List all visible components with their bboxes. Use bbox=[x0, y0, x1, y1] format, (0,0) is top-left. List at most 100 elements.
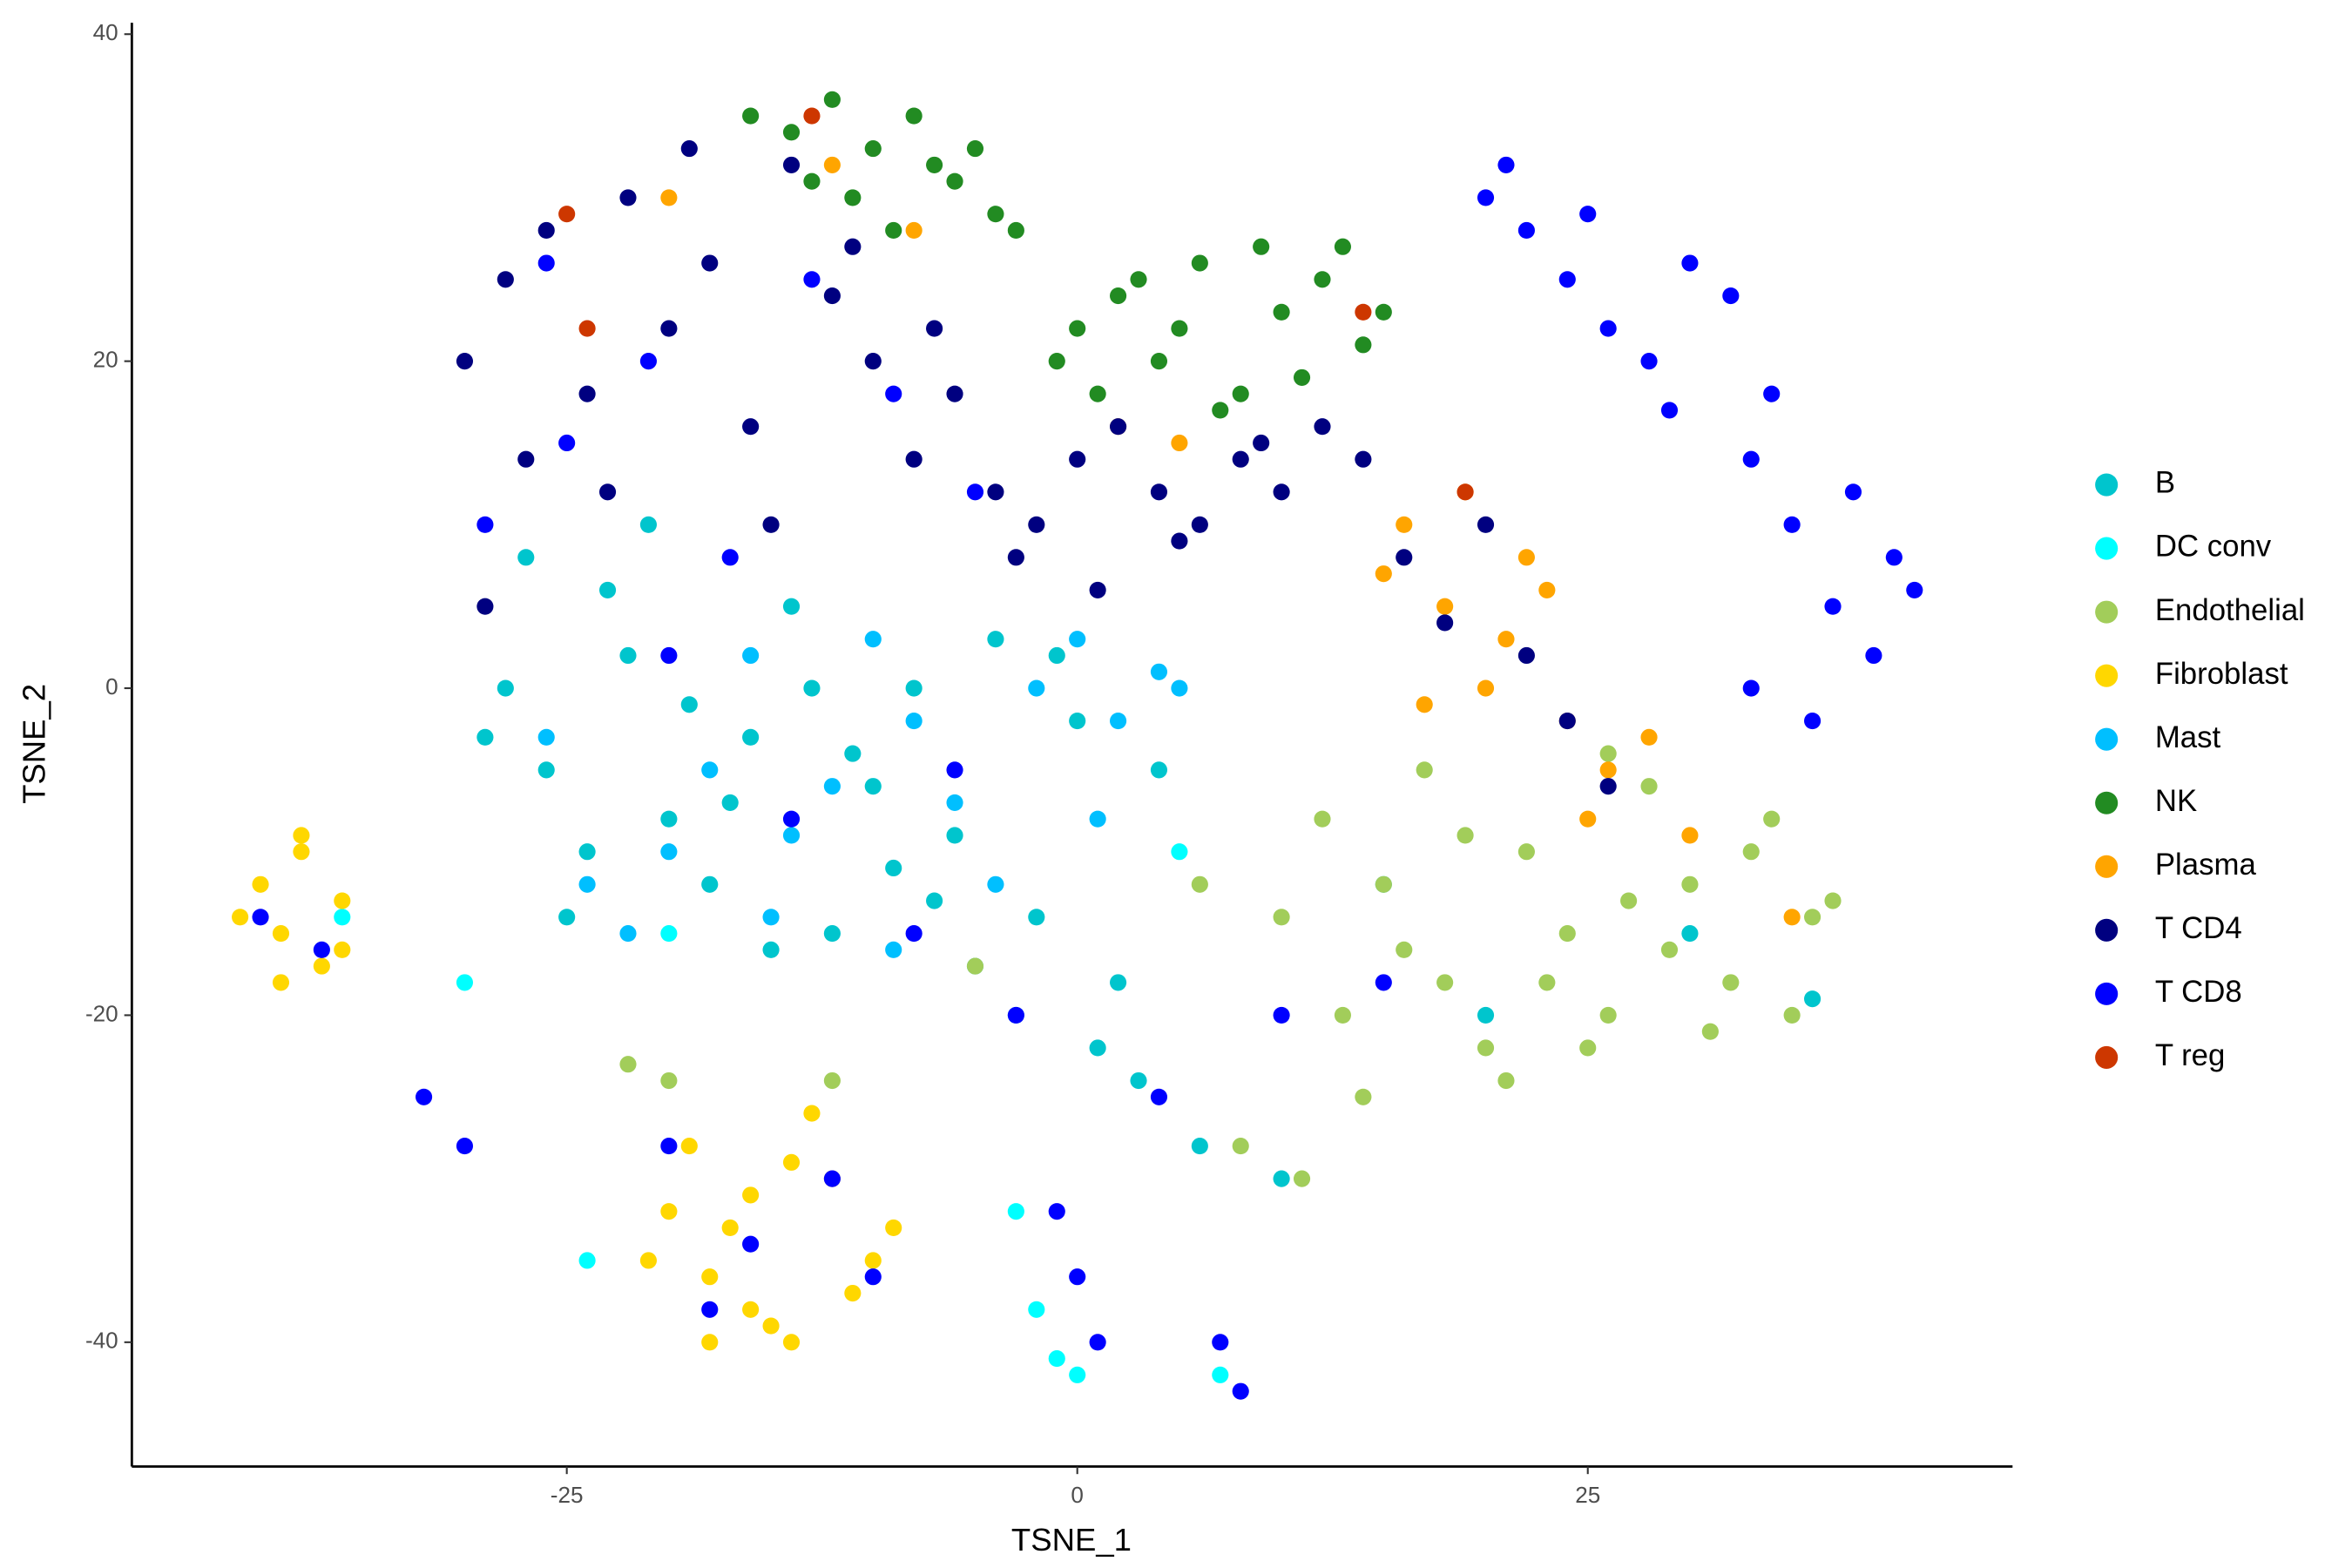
point bbox=[905, 925, 923, 943]
point bbox=[742, 646, 760, 665]
point bbox=[1722, 974, 1740, 991]
y-tick-label: -20 bbox=[85, 1000, 118, 1026]
point bbox=[721, 549, 739, 566]
y-tick-label: -40 bbox=[85, 1328, 118, 1354]
point bbox=[1579, 810, 1597, 828]
point bbox=[1191, 516, 1208, 533]
point bbox=[1028, 1301, 1045, 1318]
point bbox=[1314, 418, 1331, 436]
point bbox=[1110, 287, 1127, 305]
point bbox=[946, 385, 963, 402]
point bbox=[1069, 631, 1086, 648]
point bbox=[721, 794, 739, 811]
point bbox=[926, 320, 943, 337]
point bbox=[1130, 271, 1147, 288]
legend-label: NK bbox=[2155, 785, 2197, 818]
point bbox=[1701, 1023, 1719, 1040]
point bbox=[660, 646, 678, 665]
point bbox=[1293, 368, 1311, 386]
point bbox=[782, 124, 801, 141]
point bbox=[701, 1301, 719, 1318]
point bbox=[334, 909, 351, 926]
point bbox=[313, 941, 330, 958]
point bbox=[864, 778, 882, 795]
point bbox=[762, 941, 780, 958]
point bbox=[1212, 402, 1229, 419]
point bbox=[639, 516, 657, 533]
point bbox=[1906, 581, 1923, 598]
point bbox=[742, 418, 760, 436]
point bbox=[803, 107, 821, 125]
point bbox=[701, 875, 719, 893]
point bbox=[1314, 810, 1331, 828]
point bbox=[1273, 1006, 1290, 1024]
point bbox=[598, 581, 617, 598]
legend-swatch bbox=[2095, 1045, 2119, 1069]
point bbox=[926, 892, 943, 909]
point bbox=[578, 1252, 596, 1269]
point bbox=[701, 254, 719, 272]
point bbox=[1517, 843, 1535, 861]
point bbox=[1171, 843, 1188, 861]
point bbox=[660, 925, 678, 943]
legend-label: Plasma bbox=[2155, 848, 2257, 882]
point bbox=[1824, 892, 1842, 909]
point bbox=[1150, 353, 1168, 370]
point bbox=[823, 156, 841, 173]
point bbox=[1273, 1170, 1290, 1187]
point bbox=[1660, 402, 1679, 419]
point bbox=[1355, 303, 1372, 321]
point bbox=[1416, 761, 1433, 779]
point bbox=[558, 909, 576, 926]
point bbox=[823, 1170, 841, 1187]
point bbox=[578, 875, 596, 893]
point bbox=[1558, 925, 1576, 943]
point bbox=[660, 843, 678, 861]
point bbox=[476, 516, 494, 533]
point bbox=[232, 909, 249, 926]
point bbox=[497, 679, 514, 697]
point bbox=[660, 810, 678, 828]
point bbox=[517, 450, 535, 468]
point bbox=[1681, 254, 1699, 272]
point bbox=[1497, 631, 1515, 648]
point bbox=[537, 254, 555, 272]
point bbox=[1232, 385, 1249, 402]
point bbox=[844, 745, 862, 762]
point bbox=[1456, 483, 1474, 501]
point bbox=[966, 140, 984, 158]
point bbox=[1783, 1006, 1801, 1024]
point bbox=[803, 271, 821, 288]
legend-label: T reg bbox=[2155, 1039, 2226, 1072]
legend-swatch bbox=[2095, 664, 2119, 687]
point bbox=[823, 925, 841, 943]
point bbox=[966, 957, 984, 975]
point bbox=[946, 827, 963, 844]
point bbox=[1191, 1138, 1208, 1155]
point bbox=[660, 1071, 678, 1090]
point bbox=[1620, 892, 1638, 909]
point bbox=[1150, 483, 1168, 501]
point bbox=[1375, 974, 1392, 991]
point bbox=[946, 761, 963, 779]
point bbox=[823, 91, 841, 108]
point bbox=[578, 385, 596, 402]
point bbox=[844, 238, 862, 255]
point bbox=[1110, 974, 1127, 991]
point bbox=[334, 941, 351, 958]
point bbox=[1517, 646, 1535, 665]
y-tick-label: 40 bbox=[93, 19, 118, 45]
point bbox=[1110, 713, 1127, 730]
point bbox=[1742, 450, 1760, 468]
point bbox=[1579, 206, 1597, 223]
point bbox=[1150, 663, 1168, 680]
point bbox=[578, 843, 596, 861]
point bbox=[1599, 745, 1617, 762]
point bbox=[1069, 320, 1086, 337]
point bbox=[1232, 450, 1249, 468]
point bbox=[701, 1334, 719, 1351]
point bbox=[252, 875, 269, 893]
point bbox=[1007, 1203, 1024, 1220]
point bbox=[905, 679, 923, 697]
point bbox=[1355, 336, 1372, 354]
